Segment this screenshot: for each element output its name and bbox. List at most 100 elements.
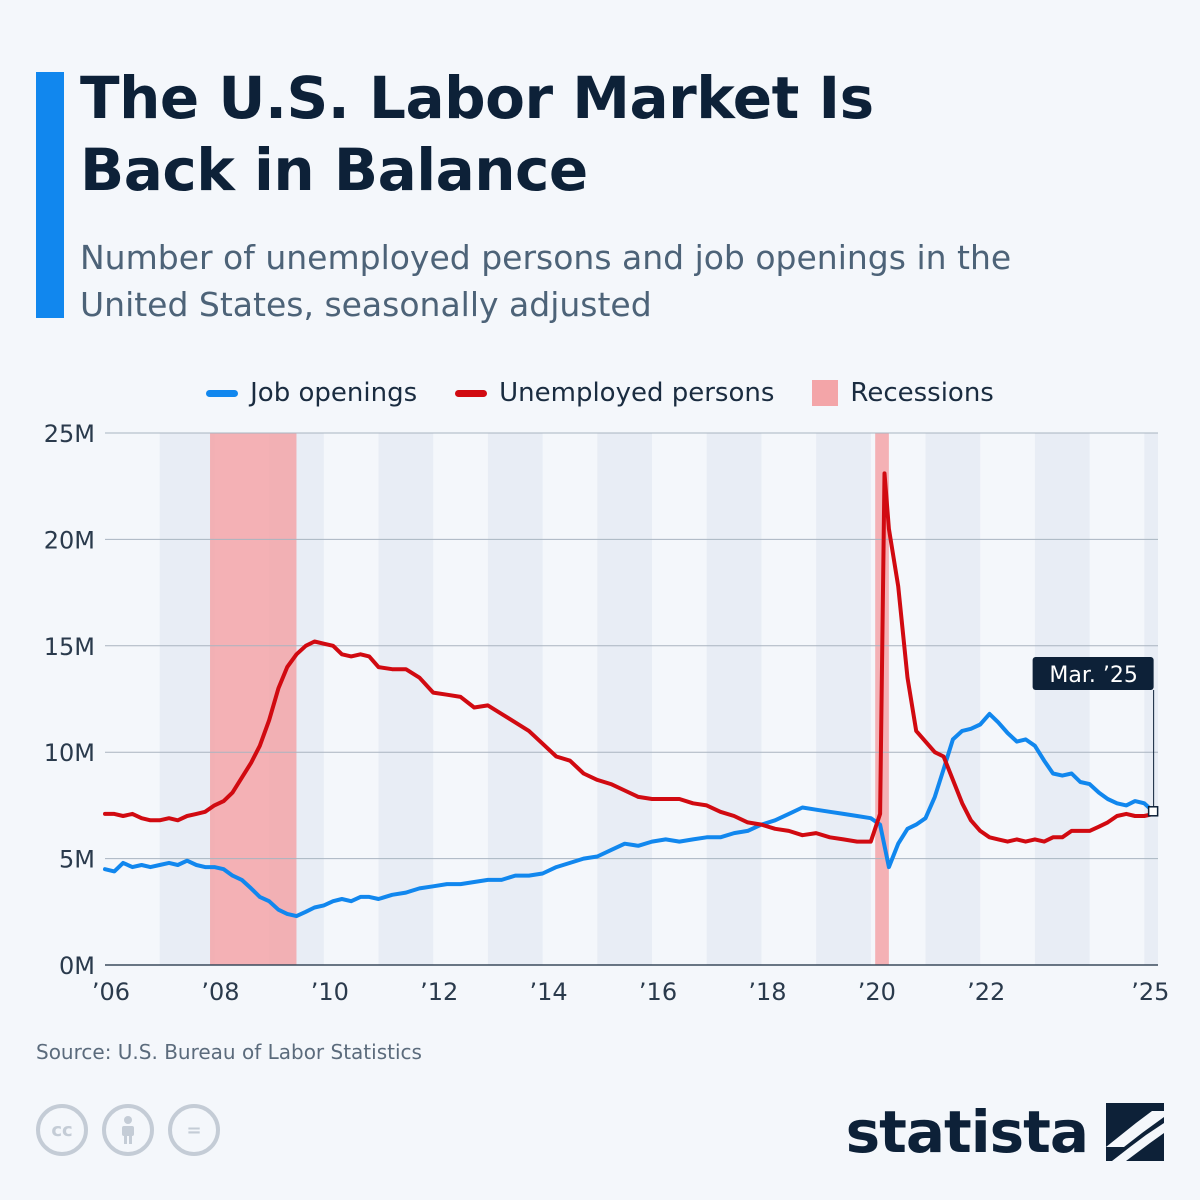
data-point-unemployed xyxy=(934,751,936,753)
data-point-unemployed xyxy=(204,811,206,813)
data-point-job-openings xyxy=(934,796,936,798)
data-point-job-openings xyxy=(305,911,307,913)
data-point-job-openings xyxy=(432,885,434,887)
legend-swatch-unemployed xyxy=(455,389,488,397)
license-icons: cc = xyxy=(36,1104,220,1156)
data-point-unemployed xyxy=(870,841,872,843)
data-point-job-openings xyxy=(122,862,124,864)
data-point-job-openings xyxy=(1098,792,1100,794)
data-point-unemployed xyxy=(1043,841,1045,843)
data-point-job-openings xyxy=(569,862,571,864)
data-point-job-openings xyxy=(925,817,927,819)
chart-title: The U.S. Labor Market Is Back in Balance xyxy=(80,64,874,204)
data-point-job-openings xyxy=(405,892,407,894)
data-point-unemployed xyxy=(195,813,197,815)
data-point-unemployed xyxy=(341,653,343,655)
data-point-unemployed xyxy=(259,745,261,747)
data-point-unemployed xyxy=(1116,815,1118,817)
data-point-job-openings xyxy=(223,868,225,870)
data-point-job-openings xyxy=(1134,800,1136,802)
data-point-job-openings xyxy=(446,883,448,885)
data-point-job-openings xyxy=(719,836,721,838)
legend-item-job-openings[interactable]: Job openings xyxy=(206,378,417,408)
data-point-unemployed xyxy=(569,760,571,762)
data-point-job-openings xyxy=(624,843,626,845)
data-point-unemployed xyxy=(678,798,680,800)
data-point-unemployed xyxy=(186,815,188,817)
year-band xyxy=(925,433,981,965)
data-point-unemployed xyxy=(906,677,908,679)
no-derivatives-icon[interactable]: = xyxy=(168,1104,220,1156)
legend-swatch-job-openings xyxy=(206,389,239,397)
year-band xyxy=(597,433,653,965)
legend-item-recessions[interactable]: Recessions xyxy=(812,378,994,408)
data-point-unemployed xyxy=(952,779,954,781)
data-point-unemployed xyxy=(122,815,124,817)
data-point-job-openings xyxy=(1007,732,1009,734)
data-point-unemployed xyxy=(1143,815,1145,817)
data-point-job-openings xyxy=(774,819,776,821)
y-tick-label: 5M xyxy=(59,846,95,874)
data-point-job-openings xyxy=(747,830,749,832)
data-point-unemployed xyxy=(378,666,380,668)
data-point-unemployed xyxy=(487,704,489,706)
x-tick-label: ’10 xyxy=(311,978,349,1006)
data-point-unemployed xyxy=(213,804,215,806)
data-point-job-openings xyxy=(104,868,106,870)
data-point-job-openings xyxy=(989,713,991,715)
data-point-unemployed xyxy=(268,719,270,721)
x-tick-label: ’06 xyxy=(92,978,130,1006)
legend-label-unemployed: Unemployed persons xyxy=(499,378,775,408)
data-point-job-openings xyxy=(141,864,143,866)
data-point-unemployed xyxy=(514,721,516,723)
data-point-job-openings xyxy=(1043,760,1045,762)
data-point-unemployed xyxy=(1079,830,1081,832)
data-point-unemployed xyxy=(177,819,179,821)
data-point-job-openings xyxy=(678,841,680,843)
data-point-unemployed xyxy=(359,653,361,655)
data-point-unemployed xyxy=(733,815,735,817)
data-point-job-openings xyxy=(692,838,694,840)
statista-logo[interactable]: statista xyxy=(846,1098,1164,1166)
data-point-job-openings xyxy=(1061,775,1063,777)
data-point-job-openings xyxy=(514,875,516,877)
data-point-job-openings xyxy=(1034,745,1036,747)
data-point-job-openings xyxy=(368,896,370,898)
annotation-box xyxy=(1032,657,1154,690)
data-point-unemployed xyxy=(989,836,991,838)
data-point-job-openings xyxy=(979,724,981,726)
data-point-job-openings xyxy=(915,824,917,826)
data-point-unemployed xyxy=(159,819,161,821)
data-point-job-openings xyxy=(268,900,270,902)
data-point-unemployed xyxy=(277,687,279,689)
data-point-job-openings xyxy=(1016,741,1018,743)
data-point-unemployed xyxy=(305,645,307,647)
data-point-unemployed xyxy=(665,798,667,800)
data-point-job-openings xyxy=(314,907,316,909)
data-point-unemployed xyxy=(446,694,448,696)
recession-band xyxy=(210,433,297,965)
data-point-job-openings xyxy=(961,730,963,732)
legend-item-unemployed[interactable]: Unemployed persons xyxy=(455,378,774,408)
data-point-unemployed xyxy=(241,777,243,779)
data-point-unemployed xyxy=(692,802,694,804)
data-point-unemployed xyxy=(149,819,151,821)
data-point-unemployed xyxy=(323,643,325,645)
data-point-job-openings xyxy=(555,866,557,868)
data-point-unemployed xyxy=(1034,838,1036,840)
series-line-job-openings xyxy=(103,711,1156,919)
y-tick-label: 10M xyxy=(44,739,95,767)
attribution-person-icon[interactable] xyxy=(102,1104,154,1156)
data-point-unemployed xyxy=(1016,838,1018,840)
data-point-unemployed xyxy=(596,779,598,781)
x-tick-label: ’16 xyxy=(639,978,677,1006)
data-point-job-openings xyxy=(815,809,817,811)
x-tick-label: ’14 xyxy=(530,978,568,1006)
creative-commons-icon[interactable]: cc xyxy=(36,1104,88,1156)
data-point-unemployed xyxy=(314,641,316,643)
data-point-job-openings xyxy=(637,845,639,847)
data-point-job-openings xyxy=(204,866,206,868)
data-point-unemployed xyxy=(651,798,653,800)
data-point-unemployed xyxy=(774,828,776,830)
data-point-unemployed xyxy=(350,655,352,657)
